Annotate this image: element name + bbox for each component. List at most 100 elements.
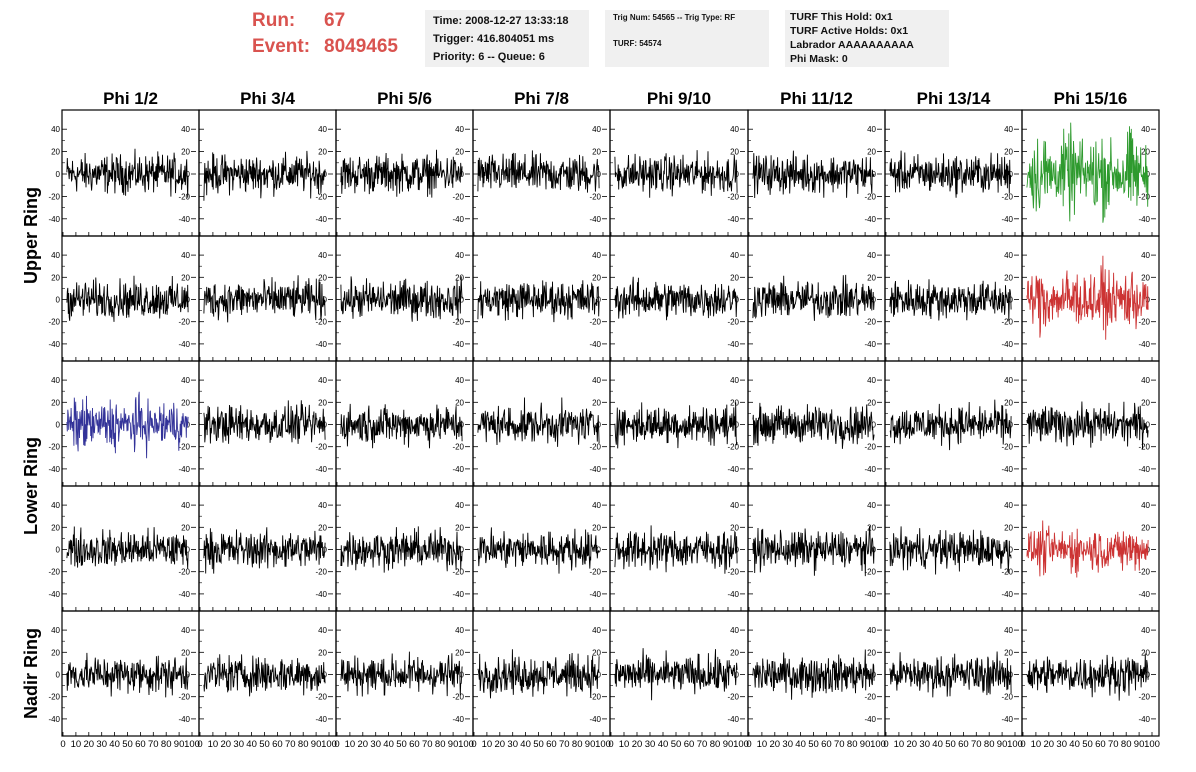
x-tick-label-c7: 30 [919,739,930,750]
waveform-r3-c6 [752,402,875,449]
x-tick-label-c7: 40 [932,739,943,750]
x-tick-label-c6: 90 [860,739,871,750]
y-tick-label: 40 [1141,626,1150,635]
waveform-r3-c2 [203,400,326,444]
y-tick-label: 20 [455,648,464,657]
y-tick-label: 40 [455,501,464,510]
waveform-r5-c6 [752,649,875,700]
y-tick-label: 0 [186,170,191,179]
y-tick-label: -20 [727,693,739,702]
waveform-r2-c6 [752,274,875,321]
y-tick-label: 20 [181,148,190,157]
x-tick-label-c3: 90 [448,739,459,750]
y-tick-label: -40 [315,340,327,349]
turf-hold-line: TURF This Hold: 0x1 [790,11,893,23]
y-tick-label: 40 [455,626,464,635]
y-tick-label: 40 [592,501,601,510]
x-tick-label-c1: 90 [174,739,185,750]
y-tick-label: 20 [592,648,601,657]
y-tick-label: -20 [1001,693,1013,702]
waveform-r1-c4 [477,150,600,193]
y-tick-label-left: -40 [48,215,60,224]
y-tick-label: -20 [589,192,601,201]
y-tick-label: 40 [1004,501,1013,510]
x-tick-label-c1: 40 [109,739,120,750]
x-tick-label-c8: 60 [1095,739,1106,750]
y-tick-label: 40 [318,125,327,134]
y-tick-label-left: 20 [51,148,60,157]
y-tick-label: -40 [864,215,876,224]
y-tick-label: -40 [315,590,327,599]
y-tick-label: 20 [592,148,601,157]
waveform-r4-c2 [203,527,326,574]
column-header-7: Phi 13/14 [917,89,991,108]
y-tick-label: 40 [455,376,464,385]
x-tick-label-c2: 0 [197,739,202,750]
y-tick-label-left: 0 [56,671,61,680]
y-tick-label: 0 [460,546,465,555]
x-tick-label-c3: 40 [383,739,394,750]
y-tick-label: 20 [1004,648,1013,657]
time-info-box: Time: 2008-12-27 13:33:18 Trigger: 416.8… [425,10,589,67]
x-tick-label-c1: 60 [135,739,146,750]
y-tick-label: -20 [1001,568,1013,577]
y-tick-label: 40 [181,501,190,510]
y-tick-label-left: 40 [51,251,60,260]
y-tick-label: -20 [452,192,464,201]
ring-label-1: Upper Ring [21,187,41,284]
y-tick-label-left: -40 [48,715,60,724]
y-tick-label: -20 [315,318,327,327]
y-tick-label: 20 [730,148,739,157]
x-tick-label-c6: 80 [847,739,858,750]
y-tick-label: -40 [727,590,739,599]
waveform-r5-c4 [477,649,600,699]
priority-line: Priority: 6 -- Queue: 6 [433,51,545,63]
y-tick-label-left: -20 [48,443,60,452]
x-tick-label-c2: 40 [246,739,257,750]
y-tick-label-left: -20 [48,318,60,327]
y-tick-label: -40 [1001,715,1013,724]
y-tick-label-left: 0 [56,421,61,430]
waveform-r2-c2 [203,275,326,323]
waveform-r2-c7 [889,279,1012,322]
y-tick-label: 40 [730,376,739,385]
trigger-info-box: Trig Num: 54565 -- Trig Type: RF TURF: 5… [605,10,769,67]
panel-frame-r5-c8 [1021,610,1160,737]
y-tick-label-left: 0 [56,170,61,179]
y-tick-label: 40 [592,251,601,260]
x-tick-label-c8: 50 [1082,739,1093,750]
waveform-r5-c8 [1026,653,1149,701]
y-tick-label: 40 [1141,251,1150,260]
y-tick-label: 40 [455,251,464,260]
y-tick-label: -40 [178,465,190,474]
x-tick-label-c4: 100 [595,739,611,750]
y-tick-label: -20 [178,192,190,201]
y-tick-label: -20 [315,568,327,577]
ring-label-3: Nadir Ring [21,628,41,719]
y-tick-label: -40 [178,340,190,349]
y-tick-label: -20 [452,568,464,577]
x-tick-label-c5: 70 [697,739,708,750]
run-label: Run: [252,10,296,31]
y-tick-label: 0 [597,296,602,305]
column-header-6: Phi 11/12 [780,89,853,108]
y-tick-label: 0 [1009,170,1014,179]
y-tick-label: -40 [1001,340,1013,349]
x-tick-label-c7: 80 [984,739,995,750]
y-tick-label: -40 [864,590,876,599]
x-tick-label-c4: 90 [585,739,596,750]
y-tick-label: -40 [452,215,464,224]
run-value: 67 [324,10,346,31]
y-tick-label-left: 20 [51,273,60,282]
y-tick-label: 40 [1141,376,1150,385]
y-tick-label: -40 [452,340,464,349]
x-tick-label-c8: 20 [1044,739,1055,750]
column-header-4: Phi 7/8 [514,89,569,108]
y-tick-label: -20 [1138,443,1150,452]
y-tick-label: -40 [1001,215,1013,224]
x-tick-label-c4: 70 [559,739,570,750]
y-tick-label-left: 0 [56,296,61,305]
time-line: Time: 2008-12-27 13:33:18 [433,15,569,27]
y-tick-label: 20 [867,398,876,407]
x-tick-label-c2: 100 [321,739,337,750]
